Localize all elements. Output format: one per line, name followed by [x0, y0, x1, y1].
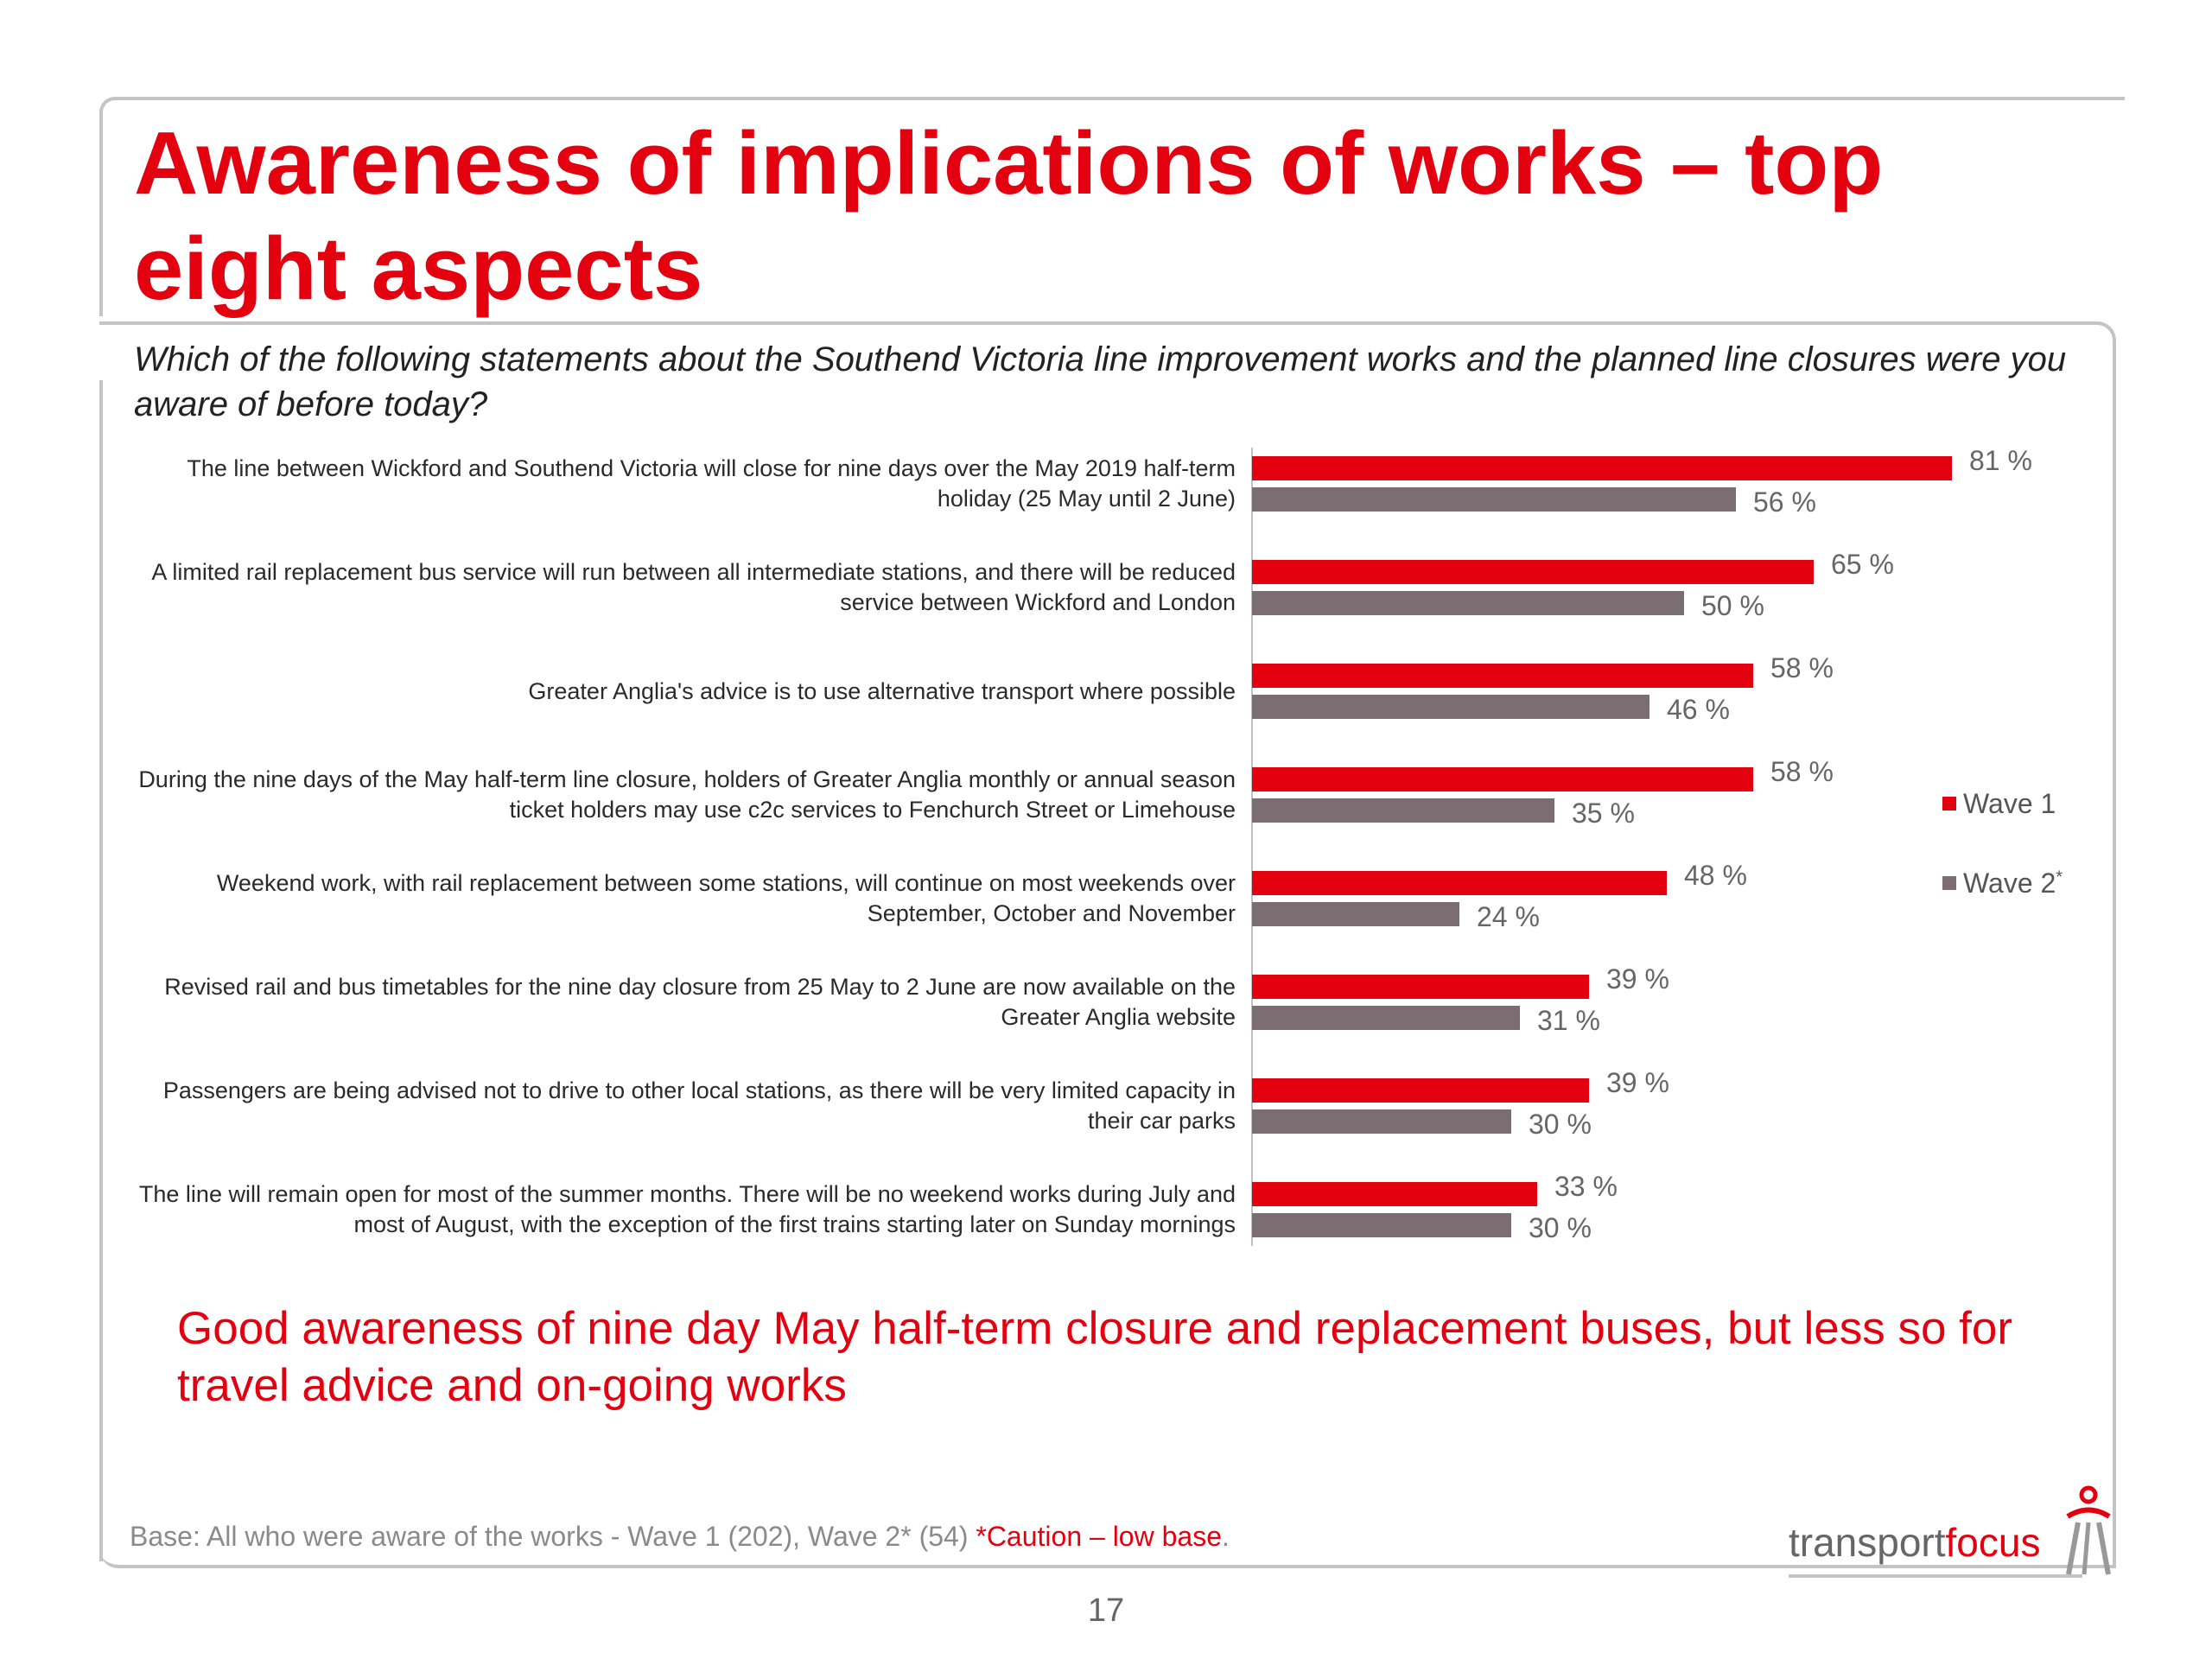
slide-frame-left-edge	[99, 380, 103, 1561]
bar-wave-1	[1252, 664, 1753, 688]
category-label: Greater Anglia's advice is to use altern…	[528, 677, 1236, 704]
logo-figure-icon	[1789, 1485, 2111, 1578]
data-label-wave-1: 39 %	[1606, 963, 1669, 995]
bar-wave-2	[1252, 1213, 1511, 1237]
logo-word-transport: transport	[1789, 1520, 1946, 1565]
legend-label-wave-2: Wave 2	[1963, 868, 2056, 899]
data-label-wave-1: 81 %	[1969, 445, 2032, 476]
bar-wave-2	[1252, 1006, 1520, 1030]
data-label-wave-2: 30 %	[1529, 1212, 1592, 1243]
legend-swatch-wave-1	[1942, 797, 1956, 810]
bar-wave-1	[1252, 456, 1952, 480]
legend-label-wave-1: Wave 1	[1963, 788, 2056, 819]
bar-wave-2	[1252, 591, 1684, 615]
legend-swatch-wave-2	[1942, 876, 1956, 890]
data-label-wave-1: 58 %	[1770, 756, 1834, 787]
data-label-wave-1: 33 %	[1554, 1171, 1618, 1202]
bar-wave-2	[1252, 798, 1554, 823]
base-caution: *Caution – low base	[976, 1521, 1222, 1552]
transportfocus-logo: transportfocus	[1780, 1469, 2126, 1581]
bar-wave-1	[1252, 1078, 1589, 1103]
data-label-wave-2: 30 %	[1529, 1109, 1592, 1140]
data-label-wave-2: 46 %	[1667, 694, 1730, 725]
category-label: A limited rail replacement bus service w…	[151, 559, 1236, 615]
slide-title: Awareness of implications of works – top…	[134, 113, 1884, 318]
data-label-wave-1: 58 %	[1770, 652, 1834, 683]
base-note-text: Base: All who were aware of the works - …	[130, 1521, 976, 1552]
data-label-wave-1: 39 %	[1606, 1067, 1669, 1098]
bar-wave-1	[1252, 871, 1667, 895]
base-note: Base: All who were aware of the works - …	[130, 1521, 1230, 1553]
key-finding: Good awareness of nine day May half-term…	[177, 1303, 2013, 1411]
data-label-wave-1: 48 %	[1684, 860, 1747, 891]
data-label-wave-2: 31 %	[1537, 1005, 1600, 1036]
category-label: Passengers are being advised not to driv…	[162, 1077, 1236, 1134]
category-label: The line will remain open for most of th…	[138, 1181, 1236, 1237]
legend-wave-2: Wave 2*	[1942, 868, 2063, 899]
bar-wave-1	[1252, 767, 1753, 791]
category-label: Revised rail and bus timetables for the …	[164, 974, 1236, 1030]
legend-wave-1: Wave 1	[1942, 788, 2056, 820]
data-label-wave-2: 24 %	[1477, 901, 1540, 932]
bar-wave-2	[1252, 1109, 1511, 1134]
bar-wave-1	[1252, 1182, 1537, 1206]
data-label-wave-2: 35 %	[1572, 798, 1635, 829]
bar-wave-1	[1252, 560, 1814, 584]
category-label: The line between Wickford and Southend V…	[187, 455, 1236, 512]
category-label: During the nine days of the May half-ter…	[138, 766, 1236, 823]
slide-body-frame	[99, 321, 2116, 1568]
base-note-end: .	[1221, 1521, 1230, 1552]
bar-wave-2	[1252, 695, 1649, 719]
bar-wave-2	[1252, 902, 1459, 926]
bar-chart: 81 %56 %65 %50 %58 %46 %58 %35 %48 %24 %…	[1251, 445, 2032, 1246]
logo-wordmark: transportfocus	[1789, 1519, 2040, 1566]
page-number: 17	[1087, 1592, 1125, 1629]
category-label: Weekend work, with rail replacement betw…	[216, 870, 1236, 926]
logo-word-focus: focus	[1945, 1520, 2041, 1565]
survey-question: Which of the following statements about …	[134, 340, 2067, 423]
data-label-wave-2: 56 %	[1753, 486, 1816, 518]
bar-wave-1	[1252, 975, 1589, 999]
bar-wave-2	[1252, 487, 1736, 512]
slide-header-frame	[99, 97, 2125, 316]
data-label-wave-1: 65 %	[1831, 549, 1894, 580]
data-label-wave-2: 50 %	[1701, 590, 1764, 621]
legend-caution-mark: *	[2056, 868, 2063, 887]
